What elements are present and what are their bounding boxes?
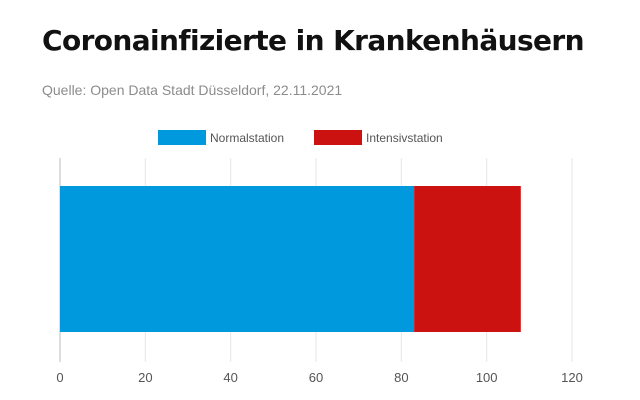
x-tick-label: 20 xyxy=(138,370,152,385)
x-tick-label: 40 xyxy=(223,370,237,385)
legend-label-normalstation: Normalstation xyxy=(210,131,284,145)
legend-label-intensivstation: Intensivstation xyxy=(366,131,443,145)
page-title: Coronainfizierte in Krankenhäusern xyxy=(42,24,585,57)
bar-intensivstation[interactable] xyxy=(414,186,521,332)
legend: Normalstation Intensivstation xyxy=(158,130,443,145)
legend-swatch-intensivstation xyxy=(314,130,362,145)
x-tick-label: 80 xyxy=(394,370,408,385)
x-tick-label: 60 xyxy=(309,370,323,385)
source-note: Quelle: Open Data Stadt Düsseldorf, 22.1… xyxy=(42,82,343,98)
x-axis: 0 20 40 60 80 100 120 xyxy=(56,370,582,385)
bar-normalstation[interactable] xyxy=(60,186,415,332)
x-tick-label: 0 xyxy=(56,370,63,385)
legend-swatch-normalstation xyxy=(158,130,206,145)
x-tick-label: 100 xyxy=(476,370,498,385)
bars xyxy=(60,186,521,332)
x-tick-label: 120 xyxy=(561,370,583,385)
